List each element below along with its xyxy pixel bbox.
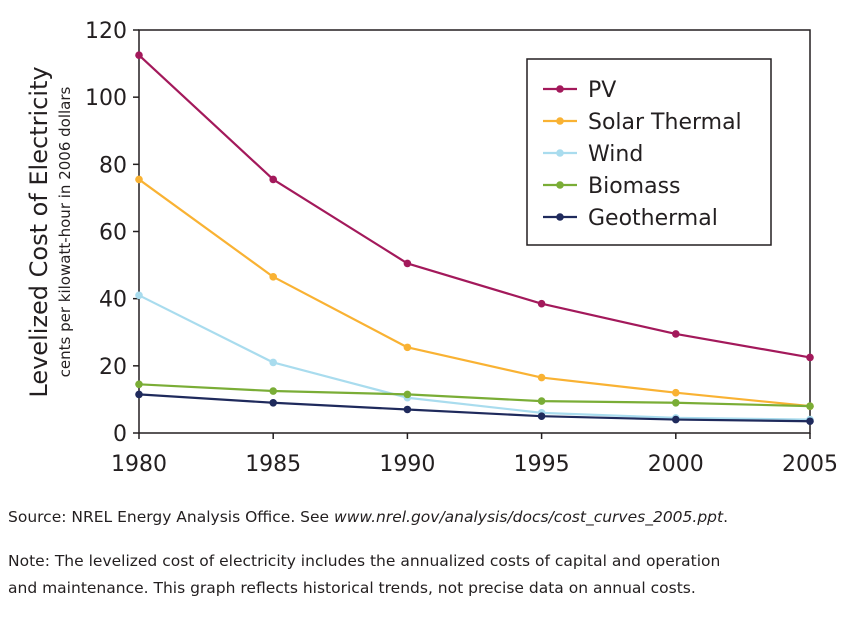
y-tick-label: 60 bbox=[99, 221, 127, 246]
legend-marker-biomass bbox=[556, 181, 564, 189]
y-tick-label: 120 bbox=[85, 19, 127, 44]
legend-label-biomass: Biomass bbox=[588, 174, 681, 199]
data-point-solar-thermal bbox=[537, 373, 546, 382]
y-axis-title: Levelized Cost of Electricity bbox=[25, 66, 53, 397]
series-line-pv bbox=[138, 54, 811, 359]
axis-labels: Levelized Cost of Electricity cents per k… bbox=[25, 66, 74, 397]
legend-label-wind: Wind bbox=[588, 142, 643, 167]
legend-marker-wind bbox=[556, 149, 564, 157]
data-point-biomass bbox=[403, 390, 412, 399]
data-point-biomass bbox=[806, 402, 814, 410]
note-caption: Note: The levelized cost of electricity … bbox=[8, 548, 843, 602]
series-line-geothermal bbox=[138, 393, 811, 423]
series-line-wind bbox=[138, 294, 811, 421]
note-line-1: Note: The levelized cost of electricity … bbox=[8, 552, 721, 570]
data-point-pv bbox=[269, 175, 278, 184]
source-prefix: Source: NREL Energy Analysis Office. See bbox=[8, 508, 335, 526]
data-point-biomass bbox=[672, 398, 680, 407]
legend-marker-geothermal bbox=[556, 213, 564, 221]
source-suffix: . bbox=[723, 508, 729, 526]
legend-marker-pv bbox=[556, 85, 564, 93]
source-caption: Source: NREL Energy Analysis Office. See… bbox=[8, 504, 843, 531]
y-tick-label: 0 bbox=[113, 422, 127, 447]
x-tick-label: 1990 bbox=[379, 452, 435, 477]
data-point-solar-thermal bbox=[403, 343, 412, 352]
legend-marker-solar-thermal bbox=[556, 117, 564, 125]
axes: 0 20 40 60 80 100 120 1980 1985 1990 1995 2000 2005 bbox=[85, 19, 838, 477]
data-point-biomass bbox=[537, 397, 546, 405]
y-tick-label: 40 bbox=[99, 288, 127, 313]
legend-label-pv: PV bbox=[588, 78, 616, 103]
y-tick-label: 100 bbox=[85, 86, 127, 111]
x-tick-label: 1995 bbox=[514, 452, 570, 477]
y-tick-label: 80 bbox=[99, 153, 127, 178]
data-point-solar-thermal bbox=[135, 175, 143, 184]
data-point-wind bbox=[135, 291, 143, 300]
data-point-pv bbox=[403, 259, 412, 268]
data-point-geothermal bbox=[806, 417, 814, 426]
y-axis-subtitle: cents per kilowatt-hour in 2006 dollars bbox=[56, 86, 74, 377]
y-tick-label: 20 bbox=[99, 355, 127, 380]
data-point-geothermal bbox=[269, 398, 278, 407]
x-tick-label: 2000 bbox=[648, 452, 704, 477]
data-point-solar-thermal bbox=[269, 273, 278, 281]
data-point-biomass bbox=[135, 380, 143, 389]
legend-label-geothermal: Geothermal bbox=[588, 206, 718, 231]
data-point-pv bbox=[135, 51, 143, 59]
data-point-pv bbox=[806, 353, 814, 362]
data-point-geothermal bbox=[403, 405, 412, 414]
data-point-geothermal bbox=[672, 415, 680, 424]
data-point-biomass bbox=[269, 387, 278, 395]
data-point-solar-thermal bbox=[672, 388, 680, 397]
x-tick-label: 1985 bbox=[245, 452, 301, 477]
source-url: www.nrel.gov/analysis/docs/cost_curves_2… bbox=[334, 508, 724, 526]
x-tick-label: 2005 bbox=[782, 452, 838, 477]
data-point-pv bbox=[537, 299, 546, 308]
series-lines bbox=[135, 51, 814, 426]
data-point-geothermal bbox=[537, 412, 546, 421]
x-tick-label: 1980 bbox=[111, 452, 167, 477]
data-point-geothermal bbox=[135, 390, 143, 399]
data-point-pv bbox=[672, 330, 680, 338]
legend-label-solar-thermal: Solar Thermal bbox=[588, 110, 742, 135]
data-point-wind bbox=[269, 358, 278, 367]
legend: PV Solar Thermal Wind Biomass Geothermal bbox=[526, 58, 772, 246]
series-line-biomass bbox=[138, 383, 811, 408]
note-line-2: and maintenance. This graph reflects his… bbox=[8, 579, 696, 597]
series-line-solar-thermal bbox=[138, 178, 811, 408]
